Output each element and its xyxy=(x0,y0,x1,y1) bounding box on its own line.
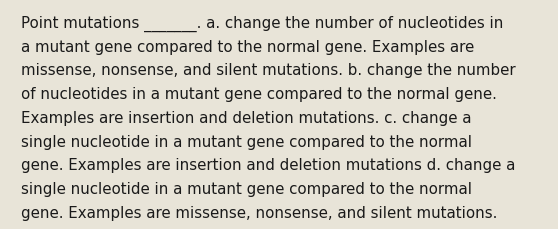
Text: single nucleotide in a mutant gene compared to the normal: single nucleotide in a mutant gene compa… xyxy=(21,181,472,196)
Text: of nucleotides in a mutant gene compared to the normal gene.: of nucleotides in a mutant gene compared… xyxy=(21,87,497,102)
Text: single nucleotide in a mutant gene compared to the normal: single nucleotide in a mutant gene compa… xyxy=(21,134,472,149)
Text: gene. Examples are insertion and deletion mutations d. change a: gene. Examples are insertion and deletio… xyxy=(21,158,516,172)
Text: a mutant gene compared to the normal gene. Examples are: a mutant gene compared to the normal gen… xyxy=(21,40,474,55)
Text: Examples are insertion and deletion mutations. c. change a: Examples are insertion and deletion muta… xyxy=(21,110,472,125)
Text: missense, nonsense, and silent mutations. b. change the number: missense, nonsense, and silent mutations… xyxy=(21,63,516,78)
Text: Point mutations _______. a. change the number of nucleotides in: Point mutations _______. a. change the n… xyxy=(21,16,503,32)
Text: gene. Examples are missense, nonsense, and silent mutations.: gene. Examples are missense, nonsense, a… xyxy=(21,205,498,220)
